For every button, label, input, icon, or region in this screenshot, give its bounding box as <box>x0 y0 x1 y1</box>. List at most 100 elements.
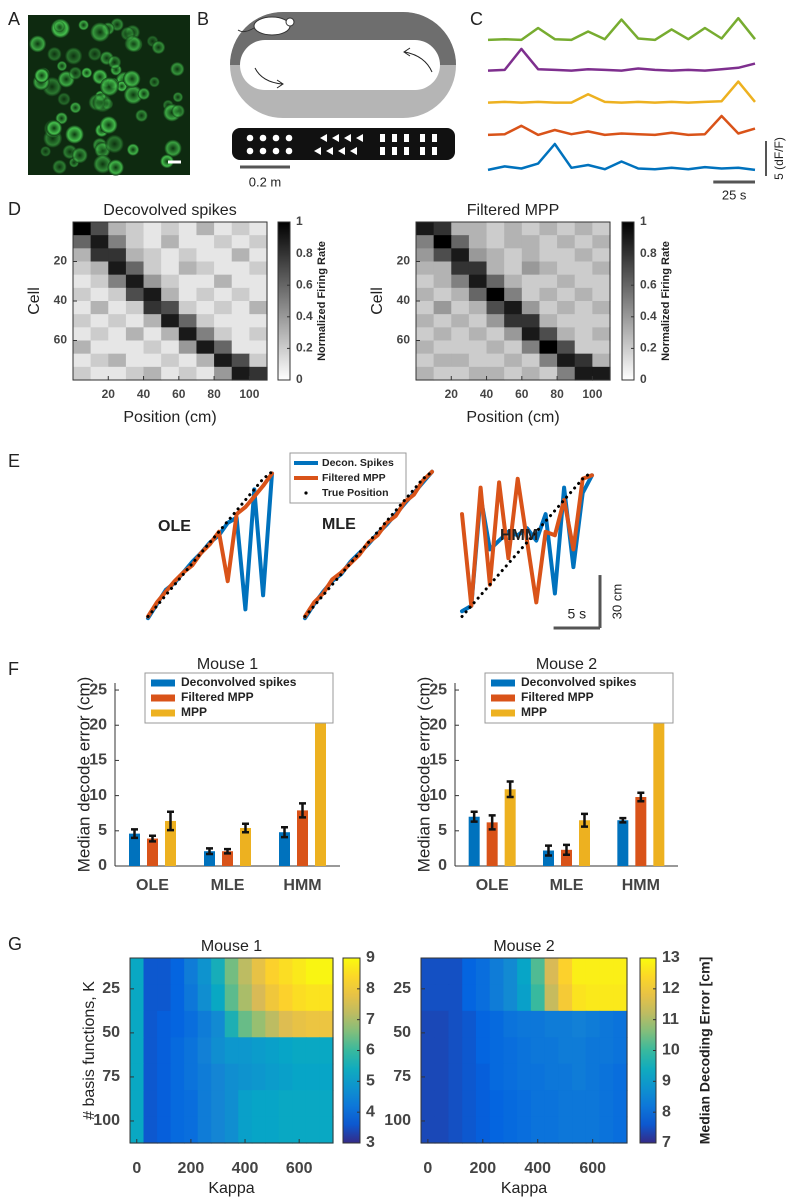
heatmap-cell <box>475 1116 491 1144</box>
x-tick-label: 100 <box>582 387 602 401</box>
cell-body <box>69 101 82 114</box>
error-bar <box>619 816 627 824</box>
error-bar <box>131 828 138 840</box>
heatmap-cell <box>125 327 145 342</box>
heatmap-cell <box>521 248 541 263</box>
heatmap-cell <box>592 340 611 355</box>
mouse-ear <box>285 17 295 27</box>
heatmap-cell <box>249 301 268 315</box>
heatmap-cell <box>143 1063 158 1091</box>
heatmap-cell <box>521 287 541 302</box>
heatmap-cell <box>558 1037 573 1065</box>
legend-swatch <box>491 709 515 717</box>
heatmap-cell <box>434 1010 450 1038</box>
legend-box <box>484 672 674 724</box>
heatmap-cell <box>448 1010 463 1038</box>
heatmap-cell <box>448 1063 463 1091</box>
heatmap-cell <box>433 353 452 368</box>
x-tick-label: 200 <box>178 1160 205 1177</box>
heatmap-cell <box>90 235 109 249</box>
heatmap-cell <box>231 366 250 381</box>
colorbar-tick-label: 3 <box>366 1134 375 1151</box>
heatmap-cell <box>249 248 268 263</box>
heatmap-cell <box>108 235 127 249</box>
heatmap-cell <box>539 366 558 381</box>
heatmap-cell <box>184 1037 199 1065</box>
heatmap-cell <box>251 958 266 986</box>
heatmap-cell <box>521 222 541 236</box>
heatmap-cell <box>416 222 435 236</box>
cell-body <box>46 120 63 137</box>
heatmap-cell <box>196 287 215 302</box>
heatmap-cell <box>475 1037 491 1065</box>
colorbar-tick-label: 8 <box>366 980 375 997</box>
heatmap-cell <box>504 366 523 381</box>
heatmap-cell <box>486 314 505 328</box>
colorbar-tick-label: 0.4 <box>296 309 313 323</box>
y-tick-label: 25 <box>393 980 411 997</box>
cell-body <box>124 35 142 53</box>
cell-body <box>148 76 160 88</box>
heatmap-cell <box>462 1090 477 1118</box>
arrow-head <box>403 47 411 57</box>
heatmap-cell <box>517 1116 532 1144</box>
y-tick-label: 60 <box>54 333 68 347</box>
heatmap-cell <box>73 366 92 381</box>
heatmap-cell <box>197 1116 212 1144</box>
bar <box>315 697 326 866</box>
heatmap-cell <box>544 1010 559 1038</box>
method-label: MLE <box>322 516 356 533</box>
heatmap-cell <box>196 353 215 368</box>
heatmap-cell <box>468 340 488 355</box>
heatmap-cell <box>530 1116 546 1144</box>
heatmap-cell <box>468 261 488 276</box>
colorbar-tick-label: 0 <box>296 372 303 386</box>
heatmap-cell <box>178 287 198 302</box>
heatmap-cell <box>558 1116 573 1144</box>
heatmap-cell <box>517 1063 532 1091</box>
heatmap-cell <box>130 1090 145 1118</box>
heatmap-cell <box>539 274 558 289</box>
heatmap-cell <box>224 1116 239 1144</box>
heatmap-cell <box>530 984 546 1012</box>
heatmap-cell <box>265 1037 280 1065</box>
heatmap-cell <box>574 353 593 368</box>
heatmap-cell <box>468 274 488 289</box>
heatmap-cell <box>196 314 215 328</box>
error-bar <box>299 802 306 819</box>
heatmap-cell <box>486 366 505 381</box>
heatmap-cell <box>468 353 488 368</box>
trace <box>487 142 756 172</box>
heatmap-cell <box>130 1037 145 1065</box>
heatmap-cell <box>178 301 198 315</box>
heatmap-cell <box>196 274 215 289</box>
colorbar-tick-label: 1 <box>640 214 647 228</box>
heatmap-cell <box>421 1063 436 1091</box>
heatmap-cell <box>503 1037 518 1065</box>
mouse-tail <box>237 27 255 33</box>
panel-label: C <box>470 9 483 29</box>
heatmap-cell <box>504 353 523 368</box>
heatmap-cell <box>421 958 436 986</box>
heatmap-cell <box>448 1090 463 1118</box>
heatmap-cell <box>451 222 470 236</box>
heatmap-cell <box>125 301 145 315</box>
y-tick-label: 5 <box>438 822 447 839</box>
heatmap-cell <box>214 274 233 289</box>
cell-layer <box>29 17 185 176</box>
colorbar-tick-label: 6 <box>366 1042 375 1059</box>
heatmap-cell <box>558 984 573 1012</box>
heatmap-cell <box>157 958 172 986</box>
heatmap-cell <box>557 314 576 328</box>
heatmap-cell <box>557 248 576 263</box>
heatmap-cell <box>572 1090 587 1118</box>
heatmap-cell <box>544 958 559 986</box>
cell-body <box>137 87 151 100</box>
heatmap-cell <box>539 261 558 276</box>
heatmap-cell <box>214 287 233 302</box>
heatmap-cell <box>434 958 450 986</box>
legend-swatch <box>304 491 308 495</box>
heatmap-cell <box>265 1116 280 1144</box>
heatmap-cell <box>462 984 477 1012</box>
heatmap-cell <box>521 353 541 368</box>
